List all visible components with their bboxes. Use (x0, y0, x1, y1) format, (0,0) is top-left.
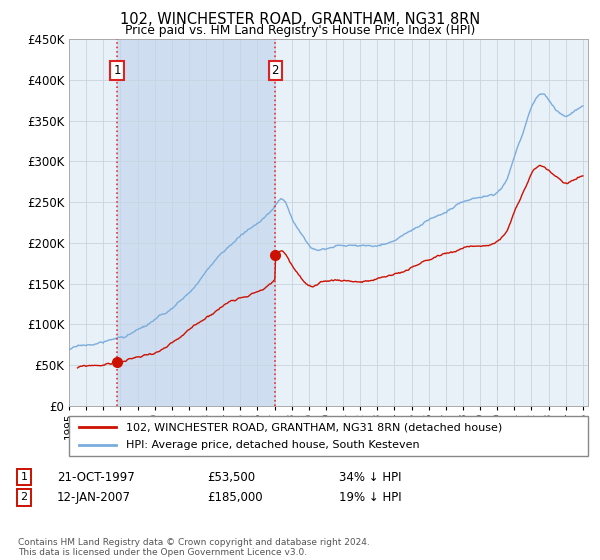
Text: 12-JAN-2007: 12-JAN-2007 (57, 491, 131, 504)
Text: 1: 1 (20, 472, 28, 482)
Text: £53,500: £53,500 (207, 470, 255, 484)
Text: 2: 2 (20, 492, 28, 502)
Text: 102, WINCHESTER ROAD, GRANTHAM, NG31 8RN: 102, WINCHESTER ROAD, GRANTHAM, NG31 8RN (120, 12, 480, 27)
Bar (117, 39, 275, 406)
Text: £185,000: £185,000 (207, 491, 263, 504)
Text: 34% ↓ HPI: 34% ↓ HPI (339, 470, 401, 484)
Text: 2: 2 (271, 64, 279, 77)
Text: HPI: Average price, detached house, South Kesteven: HPI: Average price, detached house, Sout… (126, 440, 420, 450)
Text: 19% ↓ HPI: 19% ↓ HPI (339, 491, 401, 504)
Text: Contains HM Land Registry data © Crown copyright and database right 2024.
This d: Contains HM Land Registry data © Crown c… (18, 538, 370, 557)
Text: 21-OCT-1997: 21-OCT-1997 (57, 470, 135, 484)
Text: Price paid vs. HM Land Registry's House Price Index (HPI): Price paid vs. HM Land Registry's House … (125, 24, 475, 36)
Text: 102, WINCHESTER ROAD, GRANTHAM, NG31 8RN (detached house): 102, WINCHESTER ROAD, GRANTHAM, NG31 8RN… (126, 422, 502, 432)
Text: 1: 1 (113, 64, 121, 77)
FancyBboxPatch shape (69, 416, 588, 456)
